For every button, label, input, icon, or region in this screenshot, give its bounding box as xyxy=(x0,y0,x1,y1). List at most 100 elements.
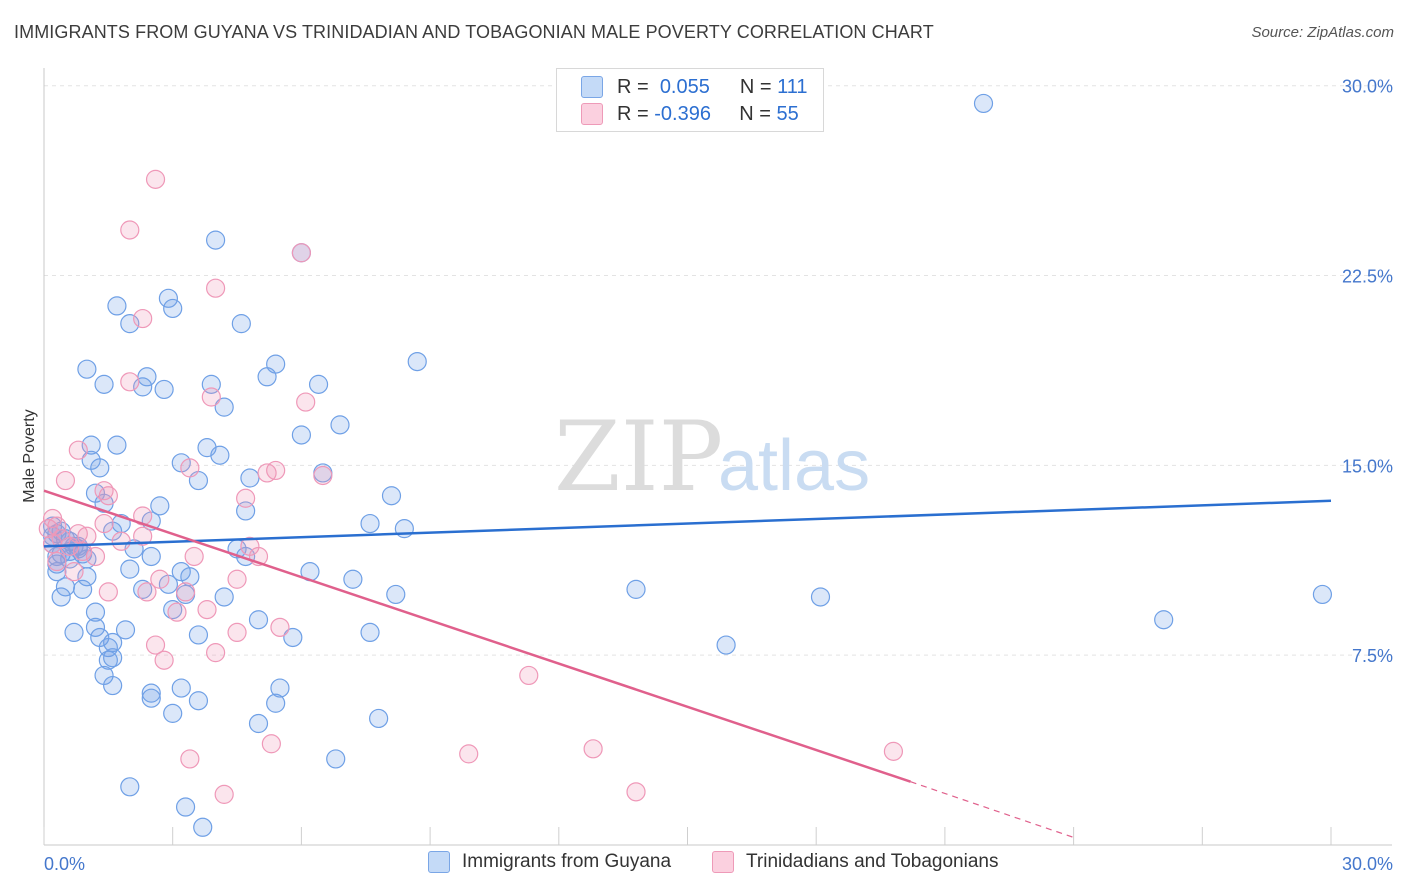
trinidad-point xyxy=(150,569,170,589)
trinidad-point xyxy=(94,513,114,534)
trinidad-point xyxy=(459,744,479,764)
trinidad-point xyxy=(145,635,166,655)
trinidad-point xyxy=(883,741,904,761)
series-swatch-blue xyxy=(428,851,450,873)
trinidad-point xyxy=(236,488,256,508)
guyana-point xyxy=(163,703,183,723)
x-tick-labels: 0.0% 30.0% xyxy=(44,854,1393,874)
guyana-point xyxy=(85,617,106,637)
trinidad-point xyxy=(47,516,67,536)
trinidad-point xyxy=(227,622,247,643)
legend-r-value: 0.055 xyxy=(659,75,710,98)
trinidad-point xyxy=(133,526,153,546)
trinidad-point xyxy=(120,372,140,392)
guyana-point xyxy=(326,749,346,769)
trinidad-point xyxy=(47,551,67,572)
trinidad-point xyxy=(85,546,106,567)
trinidad-point xyxy=(266,460,286,481)
guyana-trend-line xyxy=(43,499,1332,548)
legend-n-value: 55 xyxy=(776,102,799,125)
guyana-point xyxy=(270,678,290,698)
trinidad-point xyxy=(133,308,153,329)
guyana-point xyxy=(716,635,736,655)
trinidad-point xyxy=(137,582,157,602)
trinidad-point xyxy=(214,784,234,804)
series-label-guyana: Immigrants from Guyana xyxy=(462,851,672,872)
trinidad-point xyxy=(64,562,84,582)
x-axis-ticks xyxy=(43,827,1332,845)
guyana-point xyxy=(137,367,157,387)
legend-r-label: R = xyxy=(617,75,649,98)
legend-r-label: R = xyxy=(617,102,649,125)
series-legend-trinidad: Trinidadians and Tobagonians xyxy=(712,851,998,873)
y-axis-label: Male Poverty xyxy=(21,409,38,502)
grid-lines xyxy=(44,85,1392,656)
legend-swatch-pink xyxy=(581,103,603,125)
guyana-point xyxy=(107,296,127,316)
guyana-point xyxy=(214,397,234,417)
series-legend-guyana: Immigrants from Guyana xyxy=(428,851,671,873)
trinidad-point xyxy=(227,569,247,589)
guyana-point xyxy=(141,683,161,703)
guyana-point xyxy=(141,688,161,708)
guyana-point xyxy=(248,610,269,630)
guyana-point xyxy=(266,693,286,713)
guyana-point xyxy=(103,675,123,696)
series-legend: Immigrants from Guyana Trinidadians and … xyxy=(0,851,1406,879)
trinidad-point xyxy=(145,169,166,189)
guyana-point xyxy=(206,230,226,250)
series-label-trinidad: Trinidadians and Tobagonians xyxy=(746,851,999,872)
guyana-point xyxy=(210,445,230,465)
guyana-point xyxy=(214,587,234,607)
watermark-atlas: atlas xyxy=(718,426,870,506)
guyana-point xyxy=(94,374,114,394)
trinidad-point xyxy=(55,470,76,491)
guyana-point xyxy=(369,708,389,729)
guyana-point xyxy=(381,486,402,506)
correlation-legend: R = 0.055 N = 111 R = -0.396 N = 55 xyxy=(556,68,824,132)
guyana-point xyxy=(283,627,303,648)
legend-r-value: -0.396 xyxy=(654,102,711,125)
y-tick-label: 15.0% xyxy=(1342,456,1393,476)
legend-n-value: 111 xyxy=(777,75,808,98)
y-tick-label: 7.5% xyxy=(1352,646,1393,666)
guyana-point xyxy=(330,415,350,435)
guyana-point xyxy=(360,622,380,643)
trinidad-point xyxy=(184,546,204,567)
guyana-point xyxy=(154,379,174,400)
guyana-point xyxy=(360,513,380,534)
watermark-zip: ZIP xyxy=(554,401,723,513)
data-points xyxy=(38,93,1333,837)
y-tick-labels: 7.5% 15.0% 22.5% 30.0% xyxy=(1342,77,1393,666)
guyana-point xyxy=(188,691,209,711)
trinidad-trend-extension xyxy=(910,781,1074,838)
trinidad-point xyxy=(120,220,140,240)
source-credit: Source: ZipAtlas.com xyxy=(1251,24,1394,41)
guyana-point xyxy=(175,797,196,817)
guyana-point xyxy=(343,569,363,589)
trinidad-point xyxy=(98,486,118,506)
guyana-point xyxy=(81,435,101,455)
guyana-point xyxy=(51,587,71,607)
trinidad-point xyxy=(180,458,200,478)
guyana-point xyxy=(193,817,213,837)
guyana-point xyxy=(188,625,209,645)
y-tick-label: 22.5% xyxy=(1342,267,1393,287)
zipatlas-watermark: ZIP atlas xyxy=(554,401,870,513)
x-tick-label: 0.0% xyxy=(44,854,85,874)
trinidad-point xyxy=(180,749,200,769)
guyana-point xyxy=(163,298,183,319)
trinidad-point xyxy=(73,541,93,562)
trinidad-point xyxy=(68,440,88,460)
guyana-point xyxy=(158,288,179,308)
series-swatch-pink xyxy=(712,851,734,873)
guyana-point xyxy=(407,351,427,372)
trinidad-point xyxy=(98,582,118,602)
trinidad-trend-line xyxy=(43,489,911,783)
guyana-point xyxy=(81,450,101,470)
trinidad-point xyxy=(77,526,97,546)
guyana-point xyxy=(120,777,140,797)
trinidad-point xyxy=(626,782,646,802)
trinidad-point xyxy=(111,531,131,551)
guyana-point xyxy=(1312,584,1333,605)
